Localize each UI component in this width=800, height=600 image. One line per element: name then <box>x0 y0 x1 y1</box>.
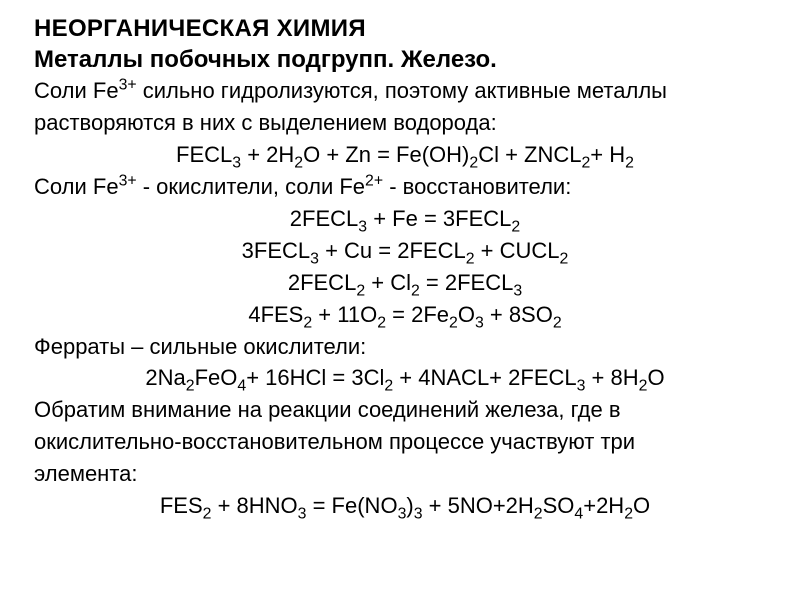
body-text-line: Ферраты – сильные окислители: <box>34 331 776 363</box>
page-subtitle: Металлы побочных подгрупп. Железо. <box>34 45 776 76</box>
page-title: НЕОРГАНИЧЕСКАЯ ХИМИЯ <box>34 14 776 45</box>
equation-line: 2Na2FeO4+ 16HCl = 3Cl2 + 4NACL+ 2FECL3 +… <box>34 362 776 394</box>
body-text-line: Обратим внимание на реакции соединений ж… <box>34 394 776 426</box>
body-text-line: Соли Fe3+ сильно гидролизуются, поэтому … <box>34 75 776 107</box>
body-text-line: растворяются в них с выделением водорода… <box>34 107 776 139</box>
content-block: Соли Fe3+ сильно гидролизуются, поэтому … <box>34 75 776 521</box>
equation-line: 4FES2 + 11O2 = 2Fe2O3 + 8SO2 <box>34 299 776 331</box>
body-text-line: Соли Fe3+ - окислители, соли Fe2+ - восс… <box>34 171 776 203</box>
equation-line: 2FECL3 + Fe = 3FECL2 <box>34 203 776 235</box>
body-text-line: элемента: <box>34 458 776 490</box>
equation-line: FECL3 + 2H2O + Zn = Fe(OH)2Cl + ZNCL2+ H… <box>34 139 776 171</box>
slide: НЕОРГАНИЧЕСКАЯ ХИМИЯ Металлы побочных по… <box>0 0 800 600</box>
equation-line: 3FECL3 + Cu = 2FECL2 + CUCL2 <box>34 235 776 267</box>
equation-line: 2FECL2 + Cl2 = 2FECL3 <box>34 267 776 299</box>
equation-line: FES2 + 8HNO3 = Fe(NO3)3 + 5NO+2H2SO4+2H2… <box>34 490 776 522</box>
body-text-line: окислительно-восстановительном процессе … <box>34 426 776 458</box>
